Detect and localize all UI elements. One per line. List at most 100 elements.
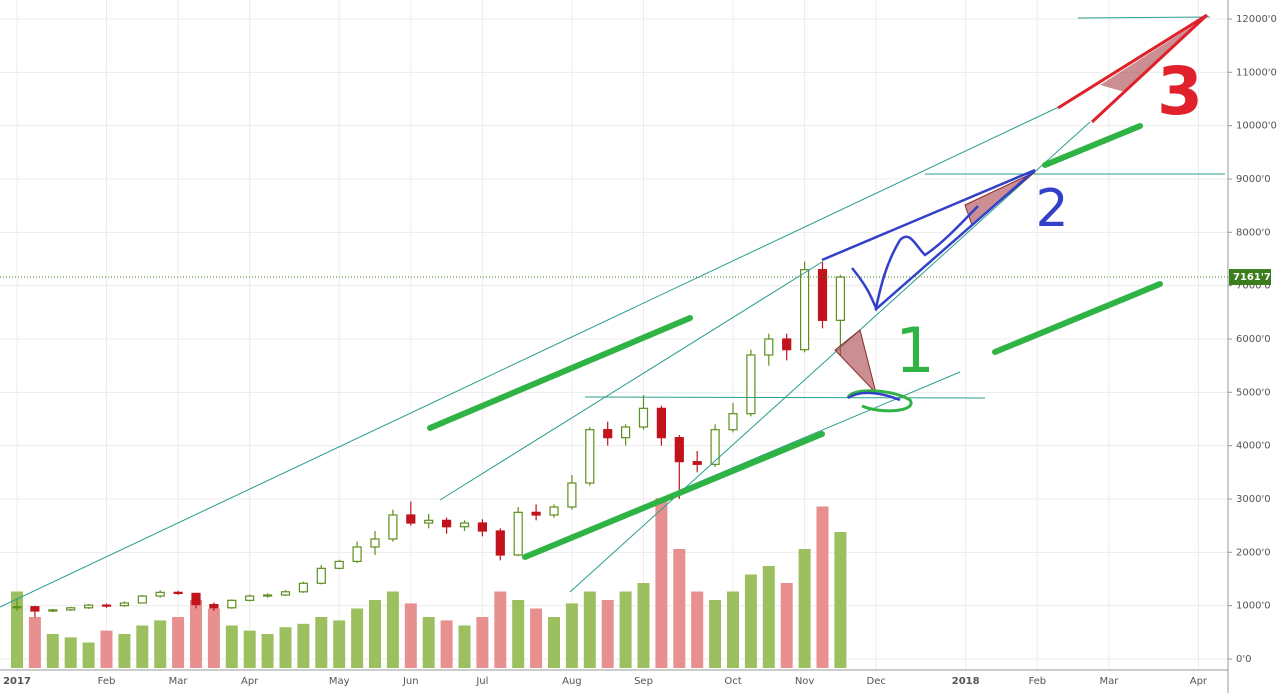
y-tick-label: 7000'0 bbox=[1236, 281, 1271, 292]
last-price-label: 7161'7 bbox=[1233, 272, 1271, 283]
volume-bar bbox=[476, 617, 489, 668]
candle-body bbox=[638, 407, 649, 428]
candle-body bbox=[101, 604, 112, 607]
x-tick-label: Nov bbox=[795, 676, 815, 687]
volume-bar bbox=[243, 630, 256, 668]
circle-mark bbox=[846, 389, 913, 413]
candle-body bbox=[835, 276, 846, 321]
x-tick-label: Dec bbox=[867, 676, 886, 687]
shaded-triangle bbox=[1100, 18, 1205, 92]
channel-line bbox=[522, 431, 825, 560]
y-tick-label: 10000'0 bbox=[1236, 121, 1277, 132]
volume-bar bbox=[315, 617, 328, 668]
candle-body bbox=[66, 607, 76, 611]
volume-bar bbox=[136, 625, 149, 668]
candle-body bbox=[48, 609, 58, 612]
candle-body bbox=[83, 604, 94, 609]
candle-body bbox=[406, 514, 416, 524]
x-tick-label: Feb bbox=[1028, 676, 1046, 687]
candle-body bbox=[459, 522, 470, 528]
y-tick-label: 3000'0 bbox=[1236, 494, 1271, 505]
x-tick-label: Mar bbox=[1099, 676, 1119, 687]
trend-line bbox=[439, 261, 823, 501]
volume-bar bbox=[583, 591, 596, 668]
volume-bar bbox=[798, 549, 811, 668]
volume-bar bbox=[190, 600, 202, 668]
y-tick-label: 5000'0 bbox=[1236, 387, 1271, 398]
candle-body bbox=[119, 602, 130, 607]
volume-bar bbox=[225, 625, 238, 668]
volume-bar bbox=[11, 591, 23, 668]
y-tick-label: 4000'0 bbox=[1236, 441, 1271, 452]
candle-body bbox=[442, 519, 452, 528]
volume-bar bbox=[369, 600, 381, 668]
volume-bar bbox=[565, 603, 578, 668]
y-tick-label: 1000'0 bbox=[1236, 601, 1271, 612]
candle-body bbox=[746, 354, 756, 415]
x-tick-label: Oct bbox=[724, 676, 741, 687]
volume-bar bbox=[172, 617, 185, 668]
volume-bar bbox=[386, 591, 399, 668]
y-tick-label: 9000'0 bbox=[1236, 174, 1271, 185]
volume-bar bbox=[548, 617, 560, 668]
candle-body bbox=[263, 594, 273, 597]
candle-body bbox=[30, 606, 40, 612]
shaded-triangle bbox=[834, 329, 877, 395]
trend-line bbox=[569, 121, 1091, 593]
price-axis: 0'0 1000'0 2000'0 3000'0 4000'0 5000'0 6000'0 7… bbox=[1228, 14, 1277, 665]
volume-bar bbox=[46, 634, 59, 668]
x-tick-label: May bbox=[329, 676, 350, 687]
channel-line bbox=[1042, 123, 1143, 168]
volume-bar bbox=[691, 591, 704, 668]
candle-body bbox=[298, 582, 308, 593]
candle-body bbox=[12, 606, 22, 609]
volume-bar bbox=[64, 637, 77, 668]
candle-body bbox=[155, 591, 165, 597]
volume-bar bbox=[207, 608, 220, 668]
candle-body bbox=[316, 567, 326, 584]
blue-path bbox=[851, 205, 979, 312]
red-line bbox=[1057, 13, 1208, 110]
candle-body bbox=[620, 426, 631, 439]
candle-body bbox=[477, 522, 487, 532]
volume-bar bbox=[816, 506, 829, 668]
blue-triangle bbox=[821, 168, 1036, 311]
volume-bar bbox=[494, 591, 507, 668]
candle-body bbox=[728, 413, 738, 431]
volume-bar bbox=[655, 498, 668, 668]
volume-bar bbox=[154, 620, 167, 668]
volume-bar bbox=[762, 566, 775, 668]
volume-bar bbox=[512, 600, 525, 668]
volume-bar bbox=[780, 583, 793, 668]
candle-body bbox=[817, 269, 828, 321]
volume-bar bbox=[673, 549, 686, 668]
volume-bar bbox=[118, 634, 131, 668]
candle-body bbox=[674, 437, 684, 463]
volume-bar bbox=[404, 603, 417, 668]
candle-body bbox=[245, 595, 255, 601]
volume-bar bbox=[333, 620, 346, 668]
candle-body bbox=[424, 519, 434, 524]
drawings bbox=[0, 13, 1225, 608]
candle-body bbox=[782, 338, 792, 351]
volume-bar bbox=[297, 623, 310, 668]
volume-bar bbox=[422, 617, 435, 668]
y-tick-label: 12000'0 bbox=[1236, 14, 1277, 25]
volume-bar bbox=[727, 591, 739, 668]
candle-body bbox=[764, 338, 774, 356]
volume-bar bbox=[351, 608, 364, 668]
candle-body bbox=[692, 461, 702, 465]
candle-body bbox=[352, 546, 362, 562]
candle-body bbox=[495, 530, 505, 556]
blue-mark bbox=[847, 391, 901, 402]
last-price-tag bbox=[1229, 269, 1271, 286]
x-tick-label: Sep bbox=[634, 676, 653, 687]
annotation: 2 bbox=[1035, 179, 1068, 239]
horizontal-line bbox=[584, 396, 986, 399]
x-tick-label: Jul bbox=[475, 676, 488, 687]
candle-layer bbox=[12, 261, 846, 618]
red-line bbox=[1090, 13, 1209, 124]
candle-body bbox=[513, 511, 523, 556]
